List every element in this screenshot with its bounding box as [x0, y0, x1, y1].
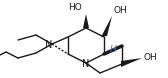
Text: OH: OH: [144, 54, 158, 62]
Text: N: N: [82, 59, 90, 69]
Polygon shape: [121, 58, 142, 67]
Text: N: N: [45, 40, 53, 50]
Text: H: H: [110, 45, 117, 55]
Polygon shape: [101, 16, 112, 37]
Polygon shape: [83, 14, 89, 28]
Text: HO: HO: [68, 3, 82, 12]
Text: OH: OH: [114, 6, 128, 15]
